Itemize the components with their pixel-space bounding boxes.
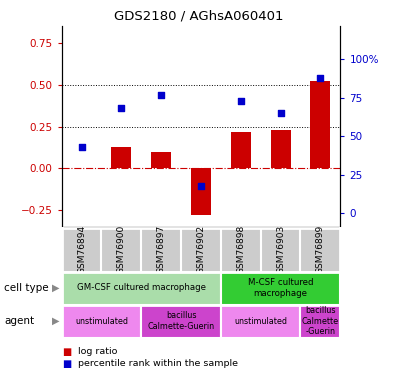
Bar [271, 130, 291, 168]
Text: unstimulated: unstimulated [75, 316, 128, 326]
Text: unstimulated: unstimulated [234, 316, 287, 326]
Text: GM-CSF cultured macrophage: GM-CSF cultured macrophage [77, 284, 206, 292]
Bar [62, 304, 141, 338]
Text: GSM76894: GSM76894 [77, 225, 86, 274]
Text: GSM76897: GSM76897 [157, 225, 166, 274]
Text: ▶: ▶ [52, 316, 59, 326]
Text: cell type: cell type [4, 283, 49, 293]
Text: GSM76902: GSM76902 [197, 225, 205, 274]
Text: ■: ■ [62, 347, 71, 357]
Text: GSM76900: GSM76900 [117, 225, 126, 274]
Point [158, 92, 164, 98]
Text: GSM76899: GSM76899 [316, 225, 325, 274]
Bar [151, 152, 171, 168]
Point [118, 105, 125, 111]
Text: percentile rank within the sample: percentile rank within the sample [78, 359, 238, 368]
Bar [191, 168, 211, 215]
Point [238, 98, 244, 104]
Point [198, 183, 204, 189]
Text: ■: ■ [62, 359, 71, 369]
Text: log ratio: log ratio [78, 347, 117, 356]
Text: GSM76898: GSM76898 [236, 225, 245, 274]
Text: ▶: ▶ [52, 283, 59, 293]
Bar [141, 304, 221, 338]
Bar [111, 147, 131, 168]
Bar [310, 81, 330, 168]
Text: GSM76903: GSM76903 [276, 225, 285, 274]
Text: bacillus
Calmette-Guerin: bacillus Calmette-Guerin [148, 311, 215, 331]
Bar [300, 304, 340, 338]
Text: agent: agent [4, 316, 34, 326]
Bar [62, 272, 221, 304]
Point [317, 75, 324, 81]
Bar [231, 132, 251, 168]
Text: M-CSF cultured
macrophage: M-CSF cultured macrophage [248, 278, 313, 298]
Text: bacillus
Calmette
-Guerin: bacillus Calmette -Guerin [302, 306, 339, 336]
Text: GDS2180 / AGhsA060401: GDS2180 / AGhsA060401 [114, 9, 284, 22]
Point [277, 110, 284, 116]
Bar [221, 304, 300, 338]
Bar [221, 272, 340, 304]
Point [78, 144, 85, 150]
